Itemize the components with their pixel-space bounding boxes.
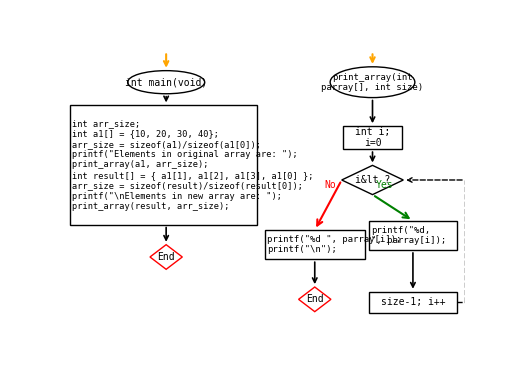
- Text: int arr_size;
int a1[] = {10, 20, 30, 40};
arr_size = sizeof(a1)/sizeof(a1[0]);
: int arr_size; int a1[] = {10, 20, 30, 40…: [72, 119, 314, 211]
- Text: print_array(int
parray[], int size): print_array(int parray[], int size): [322, 72, 424, 92]
- Text: No: No: [325, 180, 337, 190]
- Text: int i;
i=0: int i; i=0: [355, 127, 390, 149]
- Text: End: End: [157, 252, 175, 262]
- Text: int main(void): int main(void): [125, 77, 207, 87]
- Bar: [70, 105, 257, 225]
- Text: End: End: [306, 294, 324, 304]
- Text: printf("%d ", parray[i]);
printf("\n");: printf("%d ", parray[i]); printf("\n");: [267, 235, 401, 254]
- Text: size-1; i++: size-1; i++: [381, 297, 445, 307]
- Bar: [369, 292, 457, 313]
- Text: i&lt ?: i&lt ?: [355, 175, 390, 185]
- Text: Yes: Yes: [376, 180, 393, 190]
- Text: printf("%d,
", parray[i]);: printf("%d, ", parray[i]);: [371, 226, 446, 245]
- Bar: [265, 230, 365, 259]
- Bar: [369, 221, 457, 250]
- Bar: [343, 126, 402, 149]
